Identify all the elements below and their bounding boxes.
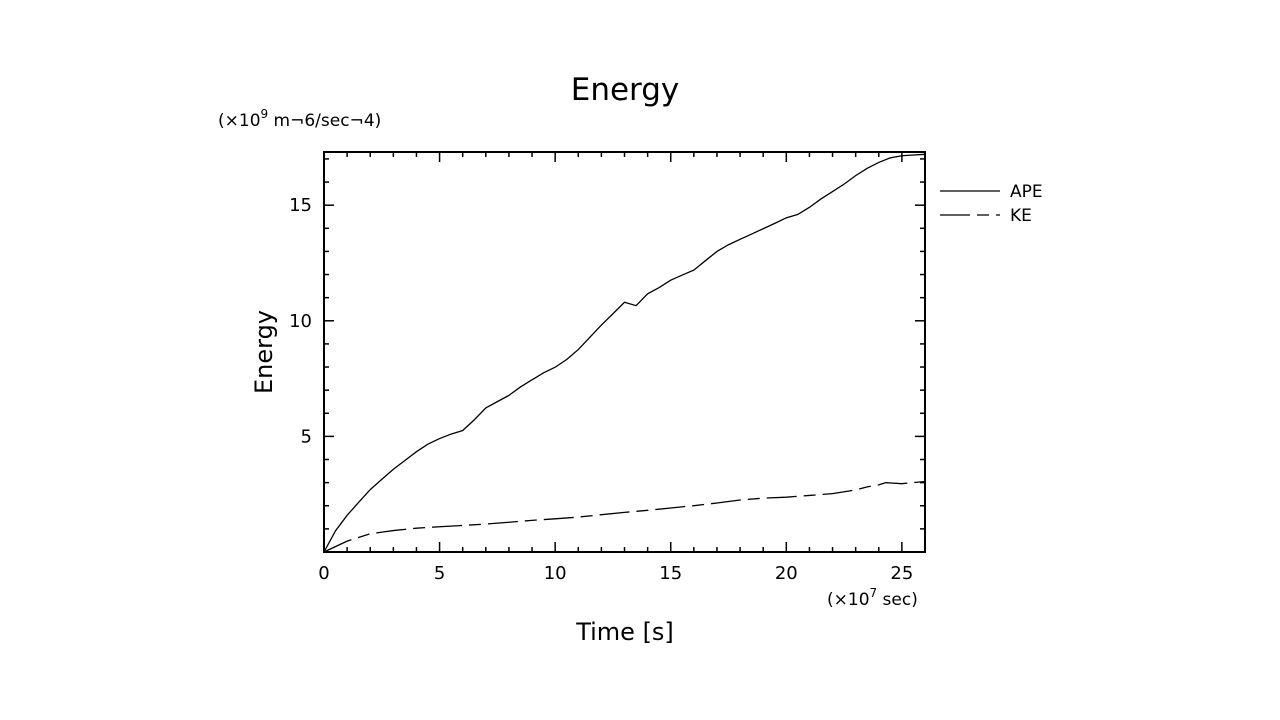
x-tick-label: 15	[659, 563, 682, 584]
y-axis-multiplier: (×109 m¬6/sec¬4)	[218, 107, 381, 131]
chart-title: Energy	[571, 72, 680, 108]
x-axis-multiplier: (×107 sec)	[827, 586, 918, 610]
legend-item-ke: KE	[940, 206, 1032, 226]
x-tick-label: 0	[318, 563, 329, 584]
legend: APE KE	[940, 182, 1043, 226]
x-tick-label: 25	[890, 563, 913, 584]
y-tick-label: 15	[289, 195, 312, 216]
legend-item-ape: APE	[940, 182, 1043, 202]
legend-label-ape: APE	[1010, 182, 1043, 202]
x-axis-label: Time [s]	[575, 618, 674, 646]
x-tick-label: 10	[544, 563, 567, 584]
legend-label-ke: KE	[1010, 206, 1032, 226]
plot-area: 0 5 10 15 20 25 5 10 15	[289, 151, 926, 584]
x-tick-label: 5	[434, 563, 445, 584]
y-tick-label: 5	[301, 426, 312, 447]
y-tick-label: 10	[289, 311, 312, 332]
y-axis-label: Energy	[250, 310, 278, 394]
series-line-ape	[323, 153, 926, 553]
series-line-ke	[323, 480, 926, 553]
plot-frame	[323, 151, 926, 553]
x-tick-label: 20	[775, 563, 798, 584]
